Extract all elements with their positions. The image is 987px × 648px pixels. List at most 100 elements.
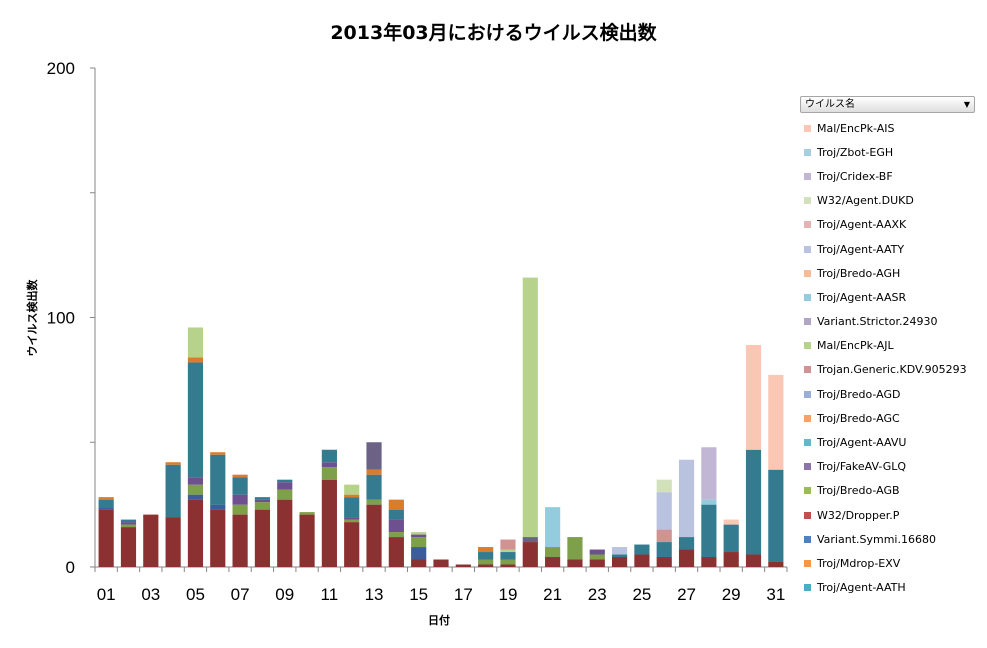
legend-item[interactable]: Troj/Agent-AASR (800, 285, 975, 309)
bar-segment[interactable] (187, 327, 204, 358)
bar-segment[interactable] (701, 504, 717, 558)
bar-segment[interactable] (545, 507, 561, 548)
legend-item[interactable]: Troj/Zbot-EGH (800, 140, 975, 164)
bar-segment[interactable] (723, 552, 739, 567)
bar-segment[interactable] (120, 527, 137, 567)
bar-segment[interactable] (522, 542, 538, 567)
legend-item[interactable]: Troj/Cridex-BF (800, 164, 975, 188)
bar-segment[interactable] (388, 499, 404, 510)
bar-segment[interactable] (522, 537, 538, 543)
bar-segment[interactable] (98, 499, 114, 508)
bar-segment[interactable] (344, 519, 360, 523)
bar-segment[interactable] (656, 557, 672, 567)
bar-segment[interactable] (277, 479, 293, 483)
legend-item[interactable]: Trojan.Generic.KDV.905293 (800, 358, 975, 382)
bar-segment[interactable] (366, 499, 382, 505)
bar-segment[interactable] (500, 552, 516, 560)
legend-item[interactable]: Troj/Agent-AATH (800, 576, 975, 600)
bar-segment[interactable] (98, 497, 114, 500)
bar-segment[interactable] (589, 549, 605, 555)
bar-segment[interactable] (187, 362, 204, 478)
bar-segment[interactable] (478, 552, 494, 560)
bar-segment[interactable] (656, 479, 672, 493)
bar-segment[interactable] (366, 474, 382, 500)
bar-segment[interactable] (455, 564, 471, 567)
bar-segment[interactable] (344, 484, 360, 495)
legend-item[interactable]: Variant.Strictor.24930 (800, 310, 975, 334)
bar-segment[interactable] (210, 454, 226, 505)
bar-segment[interactable] (254, 497, 271, 500)
bar-segment[interactable] (232, 477, 248, 495)
bar-segment[interactable] (210, 452, 226, 455)
legend-item[interactable]: W32/Agent.DUKD (800, 189, 975, 213)
legend-item[interactable]: Troj/Agent-AATY (800, 237, 975, 261)
bar-segment[interactable] (768, 374, 784, 470)
bar-segment[interactable] (388, 532, 404, 538)
bar-segment[interactable] (388, 537, 404, 567)
bar-segment[interactable] (545, 547, 561, 558)
bar-segment[interactable] (366, 469, 382, 475)
bar-segment[interactable] (589, 554, 605, 560)
bar-segment[interactable] (299, 514, 315, 567)
bar-segment[interactable] (500, 559, 516, 565)
bar-segment[interactable] (411, 559, 427, 567)
bar-segment[interactable] (768, 562, 784, 567)
legend-item[interactable]: Troj/Mdrop-EXV (800, 551, 975, 575)
bar-segment[interactable] (98, 507, 114, 510)
bar-segment[interactable] (567, 537, 583, 560)
bar-segment[interactable] (678, 459, 695, 538)
bar-segment[interactable] (701, 557, 717, 567)
bar-segment[interactable] (210, 509, 226, 567)
bar-segment[interactable] (321, 449, 337, 463)
bar-segment[interactable] (344, 522, 360, 567)
bar-segment[interactable] (433, 559, 449, 567)
bar-segment[interactable] (98, 509, 114, 567)
legend-item[interactable]: Mal/EncPk-AIS (800, 116, 975, 140)
bar-segment[interactable] (411, 547, 427, 560)
bar-segment[interactable] (344, 497, 360, 518)
bar-segment[interactable] (634, 554, 650, 567)
bar-segment[interactable] (277, 489, 293, 500)
bar-segment[interactable] (120, 519, 137, 523)
bar-segment[interactable] (366, 442, 382, 470)
bar-segment[interactable] (187, 494, 204, 500)
bar-segment[interactable] (254, 502, 271, 510)
bar-segment[interactable] (745, 344, 762, 450)
bar-segment[interactable] (388, 509, 404, 520)
bar-segment[interactable] (232, 474, 248, 478)
bar-segment[interactable] (299, 512, 315, 515)
legend-item[interactable]: Troj/Bredo-AGC (800, 406, 975, 430)
legend-item[interactable]: W32/Dropper.P (800, 503, 975, 527)
bar-segment[interactable] (277, 499, 293, 567)
bar-segment[interactable] (478, 564, 494, 567)
bar-segment[interactable] (165, 517, 181, 567)
bar-segment[interactable] (210, 504, 226, 510)
bar-segment[interactable] (187, 357, 204, 363)
bar-segment[interactable] (611, 554, 628, 558)
chevron-down-icon[interactable]: ▼ (963, 100, 970, 109)
bar-segment[interactable] (411, 534, 427, 538)
bar-segment[interactable] (745, 449, 762, 555)
bar-segment[interactable] (701, 499, 717, 505)
bar-segment[interactable] (366, 504, 382, 567)
bar-segment[interactable] (321, 467, 337, 480)
legend-item[interactable]: Troj/Agent-AAXK (800, 213, 975, 237)
bar-segment[interactable] (165, 462, 181, 465)
bar-segment[interactable] (500, 564, 516, 567)
bar-segment[interactable] (411, 532, 427, 535)
bar-segment[interactable] (701, 447, 717, 500)
bar-segment[interactable] (589, 559, 605, 567)
legend-item[interactable]: Troj/Bredo-AGH (800, 261, 975, 285)
bar-segment[interactable] (678, 549, 695, 567)
bar-segment[interactable] (120, 522, 137, 525)
legend-item[interactable]: Troj/Bredo-AGB (800, 479, 975, 503)
bar-segment[interactable] (254, 499, 271, 503)
bar-segment[interactable] (321, 479, 337, 567)
bar-segment[interactable] (567, 559, 583, 567)
legend-item[interactable]: Variant.Symmi.16680 (800, 527, 975, 551)
bar-segment[interactable] (611, 557, 628, 567)
legend-item[interactable]: Troj/Bredo-AGD (800, 382, 975, 406)
bar-segment[interactable] (500, 549, 516, 553)
legend-item[interactable]: Troj/FakeAV-GLQ (800, 455, 975, 479)
bar-segment[interactable] (277, 482, 293, 490)
